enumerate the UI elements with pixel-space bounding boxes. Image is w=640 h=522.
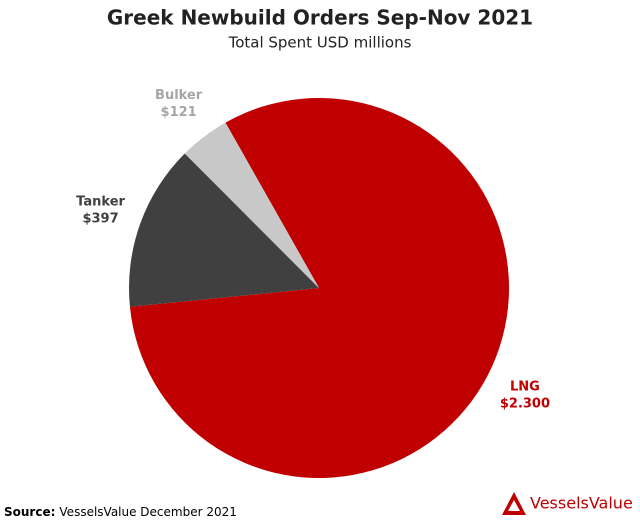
pie-slice	[129, 153, 319, 307]
pie-slice	[184, 122, 319, 288]
slice-category-label: Bulker	[155, 88, 203, 103]
slice-value-label: $397	[82, 211, 118, 226]
source-note: Source: VesselsValue December 2021	[4, 505, 237, 519]
pie-slice	[129, 98, 510, 479]
slice-category-label: Tanker	[76, 194, 125, 209]
source-label: Source:	[4, 505, 55, 519]
slice-category-label: LNG	[510, 379, 540, 394]
logo-icon-inner	[508, 500, 520, 511]
slice-value-label: $2.300	[500, 396, 550, 411]
chart-subtitle: Total Spent USD millions	[228, 34, 412, 52]
logo: VesselsValue	[502, 492, 633, 515]
slice-value-label: $121	[161, 105, 197, 120]
source-text: VesselsValue December 2021	[59, 505, 236, 519]
chart-title: Greek Newbuild Orders Sep-Nov 2021	[107, 6, 533, 30]
logo-text: VesselsValue	[530, 494, 633, 513]
